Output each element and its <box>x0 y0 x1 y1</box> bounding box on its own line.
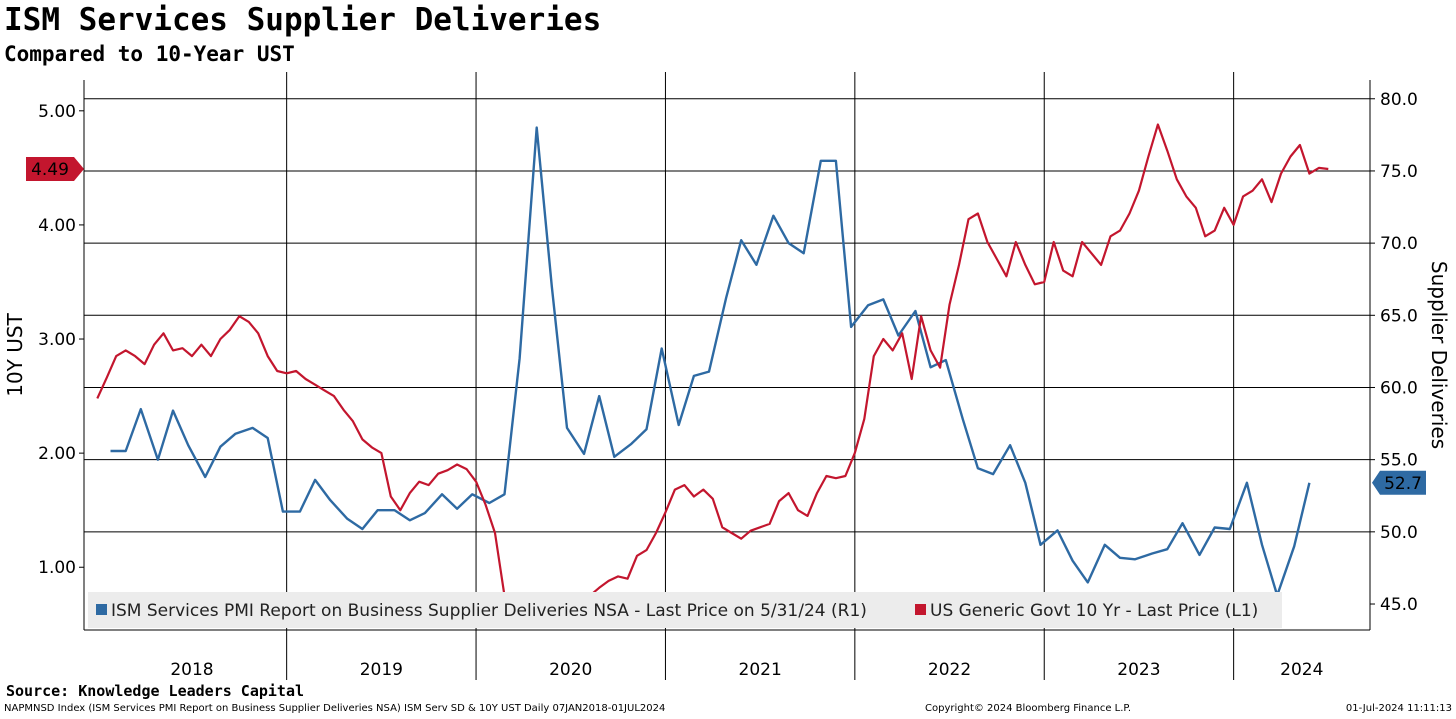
legend-entry-ust: US Generic Govt 10 Yr - Last Price (L1) <box>930 601 1258 621</box>
chart-title: ISM Services Supplier Deliveries <box>4 2 602 38</box>
last-value-badge-left-text: 4.49 <box>31 160 69 180</box>
y-left-axis-label: 10Y UST <box>3 312 27 396</box>
y-right-tick-label: 65.0 <box>1380 306 1418 326</box>
plot-frame <box>83 80 1371 631</box>
y-right-axis-label: Supplier Deliveries <box>1427 261 1451 449</box>
y-left-tick-label: 3.00 <box>38 330 76 350</box>
y-right-tick-label: 60.0 <box>1380 378 1418 398</box>
x-tick-label: 2023 <box>1117 660 1160 680</box>
last-value-badge-left <box>26 157 84 182</box>
y-left-tick-label: 4.00 <box>38 216 76 236</box>
footer-date: 01-Jul-2024 11:11:13 <box>1345 703 1452 714</box>
y-right-tick-label: 55.0 <box>1380 451 1418 471</box>
y-right-tick-label: 70.0 <box>1380 234 1418 254</box>
series-layer <box>96 123 1329 620</box>
y-right-tick-label: 75.0 <box>1380 162 1418 182</box>
series-line-supplier <box>110 126 1311 597</box>
footer-copyright: Copyright© 2024 Bloomberg Finance L.P. <box>925 703 1132 714</box>
y-left-tick-label: 1.00 <box>38 558 76 578</box>
axis-ticks: 1.00 2.00 3.00 4.00 5.00 45.0 50.0 55.0 60.0 65.0… <box>38 90 1418 680</box>
y-left-tick-label: 5.00 <box>38 102 76 122</box>
chart-subtitle: Compared to 10-Year UST <box>4 42 295 66</box>
x-tick-label: 2022 <box>928 660 971 680</box>
last-value-badge-right-text: 52.7 <box>1384 474 1422 494</box>
legend-swatch-supplier <box>96 604 107 615</box>
y-right-tick-label: 45.0 <box>1380 595 1418 615</box>
source-note: Source: Knowledge Leaders Capital <box>6 682 305 700</box>
x-tick-label: 2024 <box>1280 660 1323 680</box>
x-tick-label: 2019 <box>360 660 403 680</box>
series-line-ust <box>96 123 1329 620</box>
y-right-tick-label: 50.0 <box>1380 523 1418 543</box>
footer-description: NAPMNSD Index (ISM Services PMI Report o… <box>4 703 666 714</box>
chart-svg: 1.00 2.00 3.00 4.00 5.00 45.0 50.0 55.0 60.0 65.0… <box>3 72 1451 680</box>
y-right-tick-label: 80.0 <box>1380 90 1418 110</box>
x-tick-label: 2018 <box>170 660 213 680</box>
legend-entry-supplier: ISM Services PMI Report on Business Supp… <box>111 601 867 621</box>
y-left-tick-label: 2.00 <box>38 444 76 464</box>
legend-swatch-ust <box>915 604 926 615</box>
x-tick-label: 2021 <box>739 660 782 680</box>
last-value-badges: 4.49 52.7 <box>26 157 1426 495</box>
last-value-badge-right <box>1372 470 1426 495</box>
legend: ISM Services PMI Report on Business Supp… <box>88 592 1282 628</box>
legend-background <box>88 592 1282 628</box>
x-tick-label: 2020 <box>549 660 592 680</box>
gridlines <box>84 72 1370 680</box>
